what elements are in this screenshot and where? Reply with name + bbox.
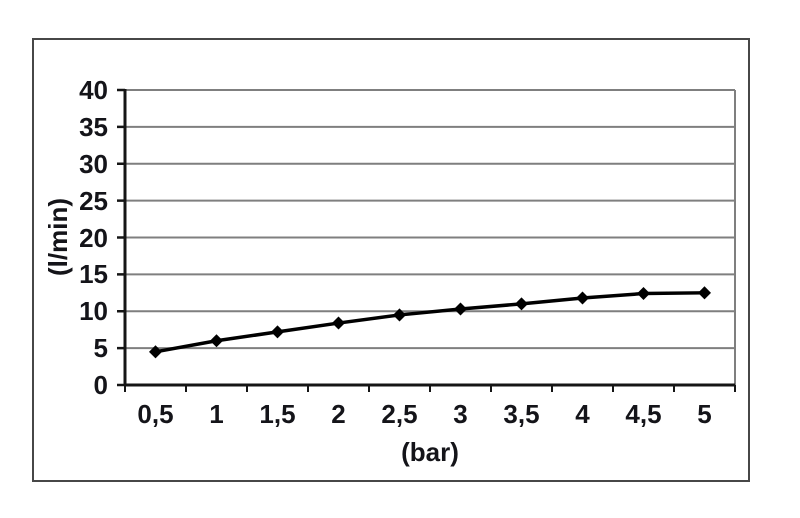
- data-point-marker: [392, 308, 407, 322]
- x-tick-label: 0,5: [137, 399, 174, 429]
- data-point-marker: [209, 334, 224, 348]
- y-axis-label: (l/min): [43, 198, 73, 276]
- data-point-marker: [453, 302, 468, 316]
- x-tick-label: 2: [331, 399, 346, 429]
- y-tick-label: 35: [79, 111, 108, 142]
- x-tick-label: 3,5: [503, 399, 540, 429]
- data-line: [155, 291, 705, 354]
- x-tick-label: 4: [575, 399, 590, 429]
- y-tick-label: 20: [79, 222, 108, 253]
- data-point-marker: [148, 345, 163, 359]
- x-tick-label: 3: [453, 399, 468, 429]
- y-tick-label: 30: [79, 148, 108, 179]
- data-point-marker: [636, 287, 651, 301]
- data-point-marker: [270, 325, 285, 339]
- flow-curve-plot: [117, 88, 736, 392]
- x-axis-label: (bar): [401, 437, 459, 467]
- data-point-marker: [514, 297, 529, 311]
- x-tick-label: 2,5: [381, 399, 418, 429]
- data-point-marker: [331, 316, 346, 330]
- y-tick-label: 0: [93, 370, 108, 400]
- y-tick-label: 5: [93, 333, 108, 364]
- x-tick-label: 4,5: [625, 399, 662, 429]
- x-tick-label: 1,5: [259, 399, 296, 429]
- plot-area: [117, 88, 736, 392]
- y-tick-label: 10: [79, 296, 108, 327]
- x-tick-label: 1: [209, 399, 224, 429]
- data-point-marker: [697, 286, 712, 300]
- data-point-marker: [575, 291, 590, 305]
- chart-frame: [32, 38, 750, 482]
- x-tick-label: 5: [697, 399, 712, 429]
- y-tick-label: 15: [79, 259, 108, 290]
- y-tick-label: 40: [79, 75, 108, 105]
- y-tick-label: 25: [79, 185, 108, 216]
